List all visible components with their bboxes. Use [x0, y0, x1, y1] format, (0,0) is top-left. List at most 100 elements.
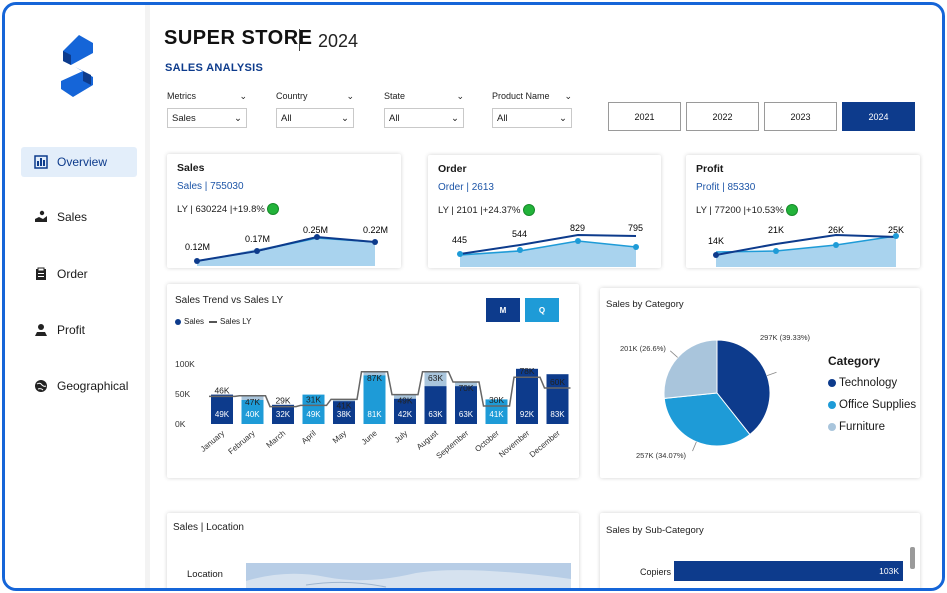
y-tick-label: 0K: [175, 419, 186, 429]
trend-bar: [272, 404, 294, 424]
kpi-value: Profit | 85330: [696, 182, 756, 193]
sidebar-item-overview[interactable]: Overview: [21, 147, 137, 177]
kpi-sparkline: 14K 21K 26K 25K: [708, 225, 904, 267]
legend-title: Category: [828, 354, 881, 368]
filter-label: Metrics: [167, 91, 196, 101]
trend-ly-line: [209, 371, 571, 408]
bar-value: 103K: [879, 566, 899, 576]
legend-line-icon: [209, 320, 218, 323]
status-dot-icon: [785, 204, 798, 216]
location-map[interactable]: [246, 563, 571, 588]
product-name-select[interactable]: All ⌄: [492, 108, 572, 128]
legend-label: Furniture: [839, 421, 886, 433]
y-tick-label: 100K: [175, 359, 195, 369]
sidebar-item-label: Order: [57, 267, 88, 281]
year-2021-button[interactable]: 2021: [608, 102, 681, 131]
trend-bar-label: 32K: [276, 410, 291, 419]
monthly-toggle[interactable]: M: [486, 298, 520, 322]
y-tick-label: 50K: [175, 389, 190, 399]
kpi-last-year: LY | 77200 | +10.53%: [696, 204, 798, 216]
chevron-down-icon[interactable]: ⌄: [346, 91, 354, 101]
kpi-title: Order: [438, 163, 467, 175]
scrollbar-thumb[interactable]: [910, 547, 915, 569]
sparkline-line: [459, 233, 637, 255]
year-2024-button[interactable]: 2024: [842, 102, 915, 131]
sales-icon: [33, 209, 49, 225]
sidebar: Overview Sales Order Profit Geographical: [5, 5, 145, 588]
card-title: Sales Trend vs Sales LY: [175, 295, 284, 306]
sparkline-label: 0.22M: [363, 225, 388, 235]
sparkline-area-ly: [197, 238, 375, 266]
filter-product-name: Product Name ⌄ All ⌄: [492, 91, 572, 128]
sparkline-point: [194, 258, 200, 264]
sales-trend-card: Sales Trend vs Sales LY Sales Sales LY M…: [167, 284, 579, 478]
sidebar-item-order[interactable]: Order: [21, 259, 137, 289]
trend-bar-label: 63K: [428, 410, 443, 419]
chevron-down-icon[interactable]: ⌄: [564, 91, 572, 101]
subcategory-bar[interactable]: 103K: [674, 561, 903, 581]
trend-bar-label: 63K: [459, 410, 474, 419]
year-2023-button[interactable]: 2023: [764, 102, 837, 131]
chevron-down-icon[interactable]: ⌄: [239, 91, 247, 101]
filter-label: Country: [276, 91, 308, 101]
sparkline-label: 14K: [708, 236, 724, 246]
pie-slice: [716, 339, 771, 436]
sales-trend-chart: 0K 50K 100K 49K 46K January 40K 47K February 32K 2…: [175, 359, 571, 461]
status-dot-icon: [522, 204, 535, 216]
order-icon: [33, 266, 49, 282]
trend-ly-label: 47K: [245, 397, 260, 407]
kpi-change: +10.53%: [746, 204, 784, 216]
sparkline-line: [196, 235, 376, 262]
legend-item[interactable]: Technology: [828, 372, 916, 394]
kpi-value: Sales | 755030: [177, 181, 244, 192]
trend-ly-label: 49K: [397, 396, 412, 406]
x-tick-label: December: [528, 428, 562, 459]
chevron-down-icon[interactable]: ⌄: [456, 91, 464, 101]
sparkline-label: 445: [452, 235, 467, 245]
sidebar-item-sales[interactable]: Sales: [21, 202, 137, 232]
pie-slice-label: 297K (39.33%): [760, 333, 811, 342]
quarterly-toggle[interactable]: Q: [525, 298, 559, 322]
sparkline-line-ly: [715, 235, 897, 253]
trend-ly-label: 41K: [336, 400, 351, 410]
metrics-select[interactable]: Sales ⌄: [167, 108, 247, 128]
sidebar-item-label: Sales: [57, 210, 88, 224]
sparkline-point: [713, 252, 719, 258]
kpi-ly-text: LY | 2101 |: [438, 204, 483, 216]
sidebar-item-profit[interactable]: Profit: [21, 315, 137, 345]
kpi-value: Order | 2613: [438, 182, 494, 193]
page-title: SUPER STORE: [164, 27, 313, 49]
trend-bar-label: 41K: [489, 410, 504, 419]
overview-icon: [33, 154, 49, 170]
trend-bar-label: 81K: [367, 410, 382, 419]
x-tick-label: May: [331, 429, 348, 446]
sparkline-point: [314, 234, 320, 240]
legend-label: Sales LY: [220, 317, 252, 326]
trend-ly-label: 30K: [489, 395, 504, 405]
sparkline-area-ly: [716, 236, 896, 267]
trend-bar-label: 49K: [306, 410, 321, 419]
x-tick-label: April: [300, 429, 318, 446]
country-select[interactable]: All ⌄: [276, 108, 354, 128]
page-subtitle: SALES ANALYSIS: [165, 62, 264, 74]
trend-bar-label: 92K: [520, 410, 535, 419]
trend-bar-label: 38K: [337, 410, 352, 419]
kpi-title: Profit: [696, 163, 724, 175]
sparkline-label: 25K: [888, 225, 904, 235]
legend-item[interactable]: Office Supplies: [828, 394, 916, 416]
subcategory-card: Sales by Sub-Category Copiers 103K: [600, 513, 920, 588]
sparkline-label: 829: [570, 223, 585, 233]
trend-bar-label: 40K: [245, 410, 260, 419]
kpi-last-year: LY | 2101 | +24.37%: [438, 204, 535, 216]
trend-legend: Sales Sales LY: [175, 317, 251, 326]
filter-state: State ⌄ All ⌄: [384, 91, 464, 128]
title-divider: [299, 29, 300, 51]
legend-item[interactable]: Furniture: [828, 416, 916, 438]
sparkline-point: [773, 248, 779, 254]
card-title: Sales by Category: [606, 299, 684, 310]
year-2022-button[interactable]: 2022: [686, 102, 759, 131]
trend-ly-label: 87K: [367, 373, 382, 383]
state-select[interactable]: All ⌄: [384, 108, 464, 128]
trend-bar: [424, 386, 447, 424]
sidebar-item-geographical[interactable]: Geographical: [21, 371, 137, 401]
